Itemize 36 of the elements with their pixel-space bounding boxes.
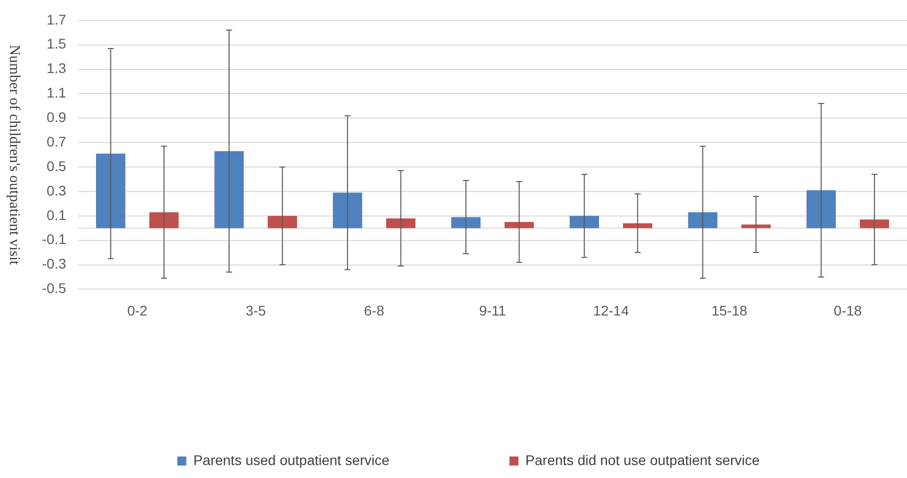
y-tick-label: 0.1 xyxy=(46,206,66,223)
bar xyxy=(622,223,652,228)
y-tick-label: 1.3 xyxy=(46,60,66,76)
y-tick-label: 1.1 xyxy=(46,84,66,101)
x-tick-label: 9-11 xyxy=(479,302,506,318)
bar xyxy=(214,151,244,228)
bar xyxy=(688,212,718,228)
bar xyxy=(504,222,534,228)
bar xyxy=(806,190,836,228)
bar xyxy=(451,217,481,228)
y-tick-label: 1.7 xyxy=(46,11,66,28)
y-tick-label: 0.9 xyxy=(46,109,66,126)
y-tick-label: 1.5 xyxy=(46,36,66,52)
bar xyxy=(96,154,126,228)
bar xyxy=(268,216,298,228)
x-tick-label: 0-2 xyxy=(127,302,148,318)
bar xyxy=(332,192,362,228)
y-tick-label: -0.3 xyxy=(42,256,66,272)
y-tick-label: -0.5 xyxy=(42,280,66,296)
x-tick-label: 12-14 xyxy=(593,302,630,318)
bar xyxy=(149,212,179,228)
legend-label: Parents used outpatient service xyxy=(193,452,390,468)
bar xyxy=(860,220,890,228)
bar xyxy=(570,216,599,228)
legend-label: Parents did not use outpatient service xyxy=(525,452,760,468)
bar xyxy=(386,218,416,228)
y-axis-title: Number of children's outpatient visit xyxy=(6,44,22,266)
x-tick-label: 15-18 xyxy=(711,302,748,318)
y-tick-label: 0.3 xyxy=(46,182,66,198)
y-tick-label: -0.1 xyxy=(42,231,66,248)
x-tick-label: 0-18 xyxy=(834,302,862,318)
bar xyxy=(741,224,771,228)
x-tick-label: 3-5 xyxy=(246,302,266,318)
y-tick-label: 0.7 xyxy=(46,133,66,150)
x-tick-label: 6-8 xyxy=(364,302,384,318)
y-tick-label: 0.5 xyxy=(46,158,66,174)
